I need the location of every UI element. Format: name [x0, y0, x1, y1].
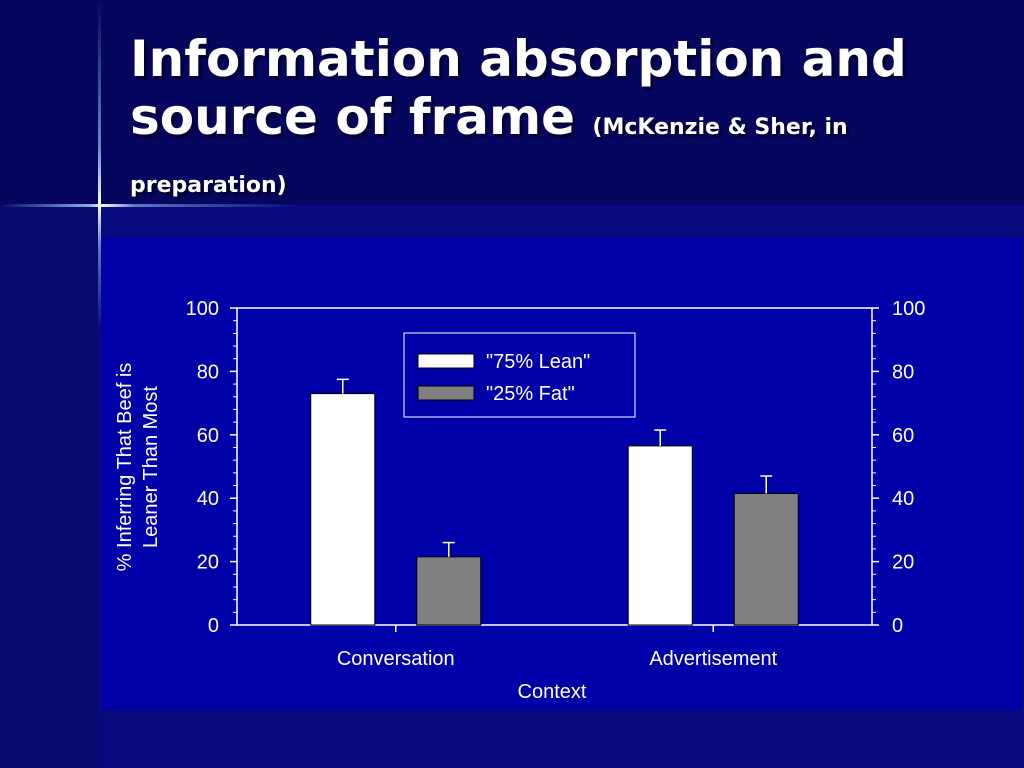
y-tick-label-left: 80 [197, 361, 219, 383]
header-background [0, 0, 1024, 205]
y-axis-label-line2: Leaner Than Most [140, 386, 162, 548]
legend-label: "25% Fat" [486, 383, 575, 405]
y-tick-label-right: 0 [892, 615, 903, 637]
left-band [0, 205, 98, 768]
bar-fat [416, 556, 482, 626]
bar-lean [310, 393, 376, 626]
y-tick-label-left: 20 [197, 552, 219, 574]
legend-swatch [417, 385, 475, 401]
y-tick-label-right: 60 [892, 425, 914, 447]
legend-box [403, 332, 636, 418]
x-axis-label: Context [518, 681, 587, 703]
y-tick-label-left: 60 [197, 425, 219, 447]
x-tick-label: Advertisement [649, 648, 777, 670]
y-tick-label-left: 0 [208, 615, 219, 637]
legend-label: "75% Lean" [486, 351, 590, 373]
legend-swatch [417, 353, 475, 369]
y-tick-label-left: 40 [197, 488, 219, 510]
plot-frame [236, 307, 873, 626]
bar-lean [627, 445, 693, 626]
y-tick-label-right: 20 [892, 552, 914, 574]
bar-fat [733, 492, 799, 626]
decorative-glow-vertical [98, 0, 101, 330]
y-tick-label-right: 100 [892, 298, 925, 320]
decorative-glow-horizontal [0, 204, 300, 207]
y-axis-label-line1: % Inferring That Beef is [114, 363, 136, 572]
y-tick-label-left: 100 [186, 298, 219, 320]
x-tick-label: Conversation [337, 648, 455, 670]
title-main: Information absorption and source of fra… [130, 30, 907, 146]
y-tick-label-right: 80 [892, 361, 914, 383]
y-tick-label-right: 40 [892, 488, 914, 510]
title-citation: (McKenzie & Sher, in preparation) [130, 115, 848, 198]
chart-panel [102, 238, 1022, 710]
slide-title: Information absorption and source of fra… [130, 30, 990, 204]
